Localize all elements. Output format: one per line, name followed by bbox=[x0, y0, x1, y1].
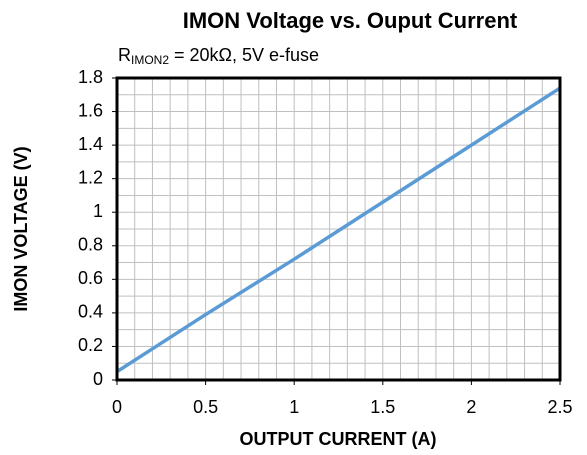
y-tick-label: 1 bbox=[93, 201, 103, 221]
x-tick-label: 1 bbox=[289, 397, 299, 417]
x-tick-label: 0.5 bbox=[193, 397, 218, 417]
x-tick-label: 2.5 bbox=[547, 397, 572, 417]
data-line bbox=[116, 86, 561, 374]
y-tick-label: 1.8 bbox=[78, 67, 103, 87]
x-axis-label: OUTPUT CURRENT (A) bbox=[240, 429, 437, 449]
x-tick-label: 2 bbox=[466, 397, 476, 417]
subtitle-subscript: IMON2 bbox=[131, 53, 169, 67]
y-tick-label: 0 bbox=[93, 369, 103, 389]
subtitle-symbol: R bbox=[118, 45, 131, 65]
y-tick-label: 0.4 bbox=[78, 302, 103, 322]
y-tick-label: 0.2 bbox=[78, 335, 103, 355]
chart-title: IMON Voltage vs. Ouput Current bbox=[183, 8, 518, 33]
x-tick-label: 1.5 bbox=[370, 397, 395, 417]
y-tick-label: 0.6 bbox=[78, 268, 103, 288]
x-tick-label: 0 bbox=[112, 397, 122, 417]
y-axis-label: IMON VOLTAGE (V) bbox=[11, 146, 31, 311]
y-tick-label: 0.8 bbox=[78, 235, 103, 255]
subtitle-text: = 20kΩ, 5V e-fuse bbox=[169, 45, 319, 65]
y-tick-label: 1.4 bbox=[78, 134, 103, 154]
y-tick-label: 1.6 bbox=[78, 100, 103, 120]
y-tick-label: 1.2 bbox=[78, 167, 103, 187]
plot-border bbox=[115, 76, 562, 382]
chart-subtitle: RIMON2 = 20kΩ, 5V e-fuse bbox=[118, 45, 319, 67]
